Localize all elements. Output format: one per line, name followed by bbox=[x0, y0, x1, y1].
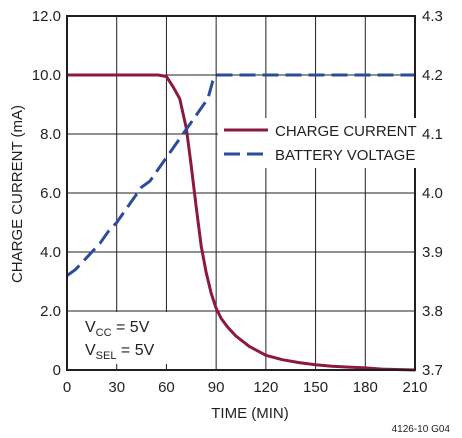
series-layer bbox=[66, 73, 416, 372]
legend-background bbox=[218, 118, 418, 168]
y2-tick-label: 3.9 bbox=[422, 244, 443, 261]
y2-tick-label: 3.8 bbox=[422, 303, 443, 320]
x-tick-label: 30 bbox=[108, 379, 125, 396]
y2-tick-label: 4.1 bbox=[422, 126, 443, 143]
tick-labels: 0 30 60 90 120 150 180 210 0 2.0 4.0 6.0 8.0 10.0 12.0… bbox=[32, 8, 443, 396]
y-tick-label: 12.0 bbox=[32, 8, 61, 25]
y-tick-label: 6.0 bbox=[40, 185, 61, 202]
x-tick-label: 150 bbox=[303, 379, 328, 396]
y-tick-label: 2.0 bbox=[40, 303, 61, 320]
vcc-label: VCC = 5V bbox=[85, 319, 150, 339]
x-tick-label: 0 bbox=[63, 379, 71, 396]
y-tick-label: 8.0 bbox=[40, 126, 61, 143]
conditions-annotation: VCC = 5V VSEL = 5V bbox=[80, 312, 180, 364]
legend: CHARGE CURRENT BATTERY VOLTAGE bbox=[218, 118, 418, 168]
y2-tick-label: 4.2 bbox=[422, 67, 443, 84]
y2-tick-label: 4.0 bbox=[422, 185, 443, 202]
x-axis-title: TIME (MIN) bbox=[211, 405, 288, 422]
y-tick-label: 4.0 bbox=[40, 244, 61, 261]
y-axis-title: CHARGE CURRENT (mA) bbox=[9, 105, 26, 283]
legend-label-charge-current: CHARGE CURRENT bbox=[275, 123, 417, 140]
x-tick-label: 60 bbox=[158, 379, 175, 396]
x-tick-label: 90 bbox=[208, 379, 225, 396]
y2-tick-label: 4.3 bbox=[422, 8, 443, 25]
series-line-charge-current bbox=[67, 73, 416, 372]
vsel-label: VSEL = 5V bbox=[85, 342, 155, 362]
x-tick-label: 180 bbox=[353, 379, 378, 396]
y-tick-label: 10.0 bbox=[32, 67, 61, 84]
legend-label-battery-voltage: BATTERY VOLTAGE bbox=[275, 147, 415, 164]
y2-tick-label: 3.7 bbox=[422, 362, 443, 379]
plot-frame bbox=[66, 15, 416, 371]
x-tick-label: 210 bbox=[402, 379, 427, 396]
x-tick-label: 120 bbox=[253, 379, 278, 396]
series-line-battery-voltage bbox=[66, 73, 415, 277]
figure-code: 4126-10 G04 bbox=[392, 424, 451, 435]
y-tick-label: 0 bbox=[53, 362, 61, 379]
conditions-background bbox=[80, 312, 180, 364]
